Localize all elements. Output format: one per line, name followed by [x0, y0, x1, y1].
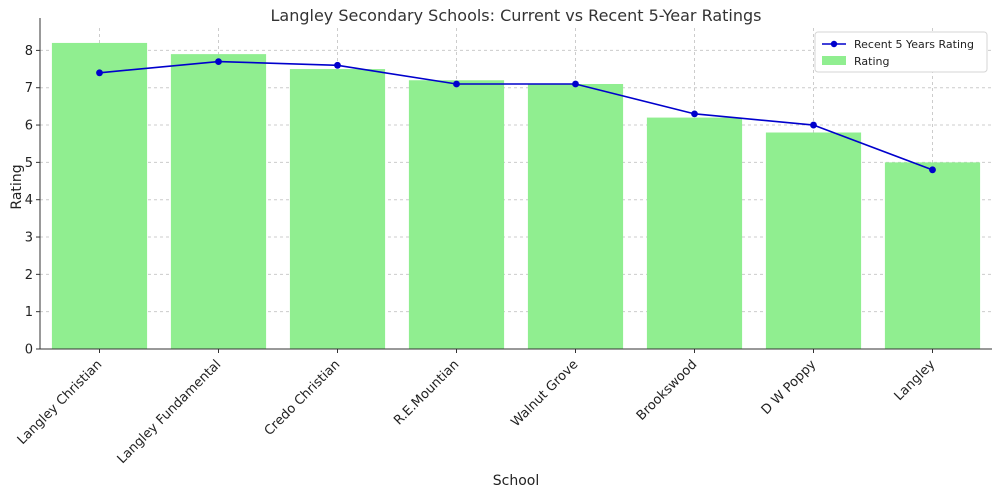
y-tick-label: 5: [25, 156, 33, 171]
legend-bar-swatch: [822, 56, 846, 65]
x-tick-label: Langley: [892, 357, 939, 404]
x-tick-label: Langley Christian: [15, 357, 106, 448]
x-tick-label: R.E.Mountian: [391, 357, 462, 428]
bar-rating: [765, 132, 862, 349]
x-axis-label: School: [493, 473, 539, 489]
point-recent-5-years: [810, 121, 817, 129]
y-tick-label: 4: [25, 193, 33, 208]
bar-rating: [527, 83, 624, 349]
line-layer: [96, 58, 936, 174]
point-recent-5-years: [96, 69, 103, 77]
bar-rating: [884, 162, 981, 349]
bar-rating: [408, 80, 505, 350]
x-tick-label: D W Poppy: [759, 357, 820, 418]
point-recent-5-years: [572, 80, 579, 88]
bar-rating: [646, 117, 743, 350]
y-tick-label: 1: [25, 305, 33, 320]
y-tick-label: 2: [25, 268, 33, 283]
y-tick-label: 8: [25, 44, 33, 59]
x-tick-label: Brookswood: [634, 357, 700, 423]
bar-rating: [289, 69, 386, 349]
y-tick-label: 0: [25, 343, 33, 358]
y-tick-label: 3: [25, 231, 33, 246]
point-recent-5-years: [215, 58, 222, 65]
x-tick-label: Credo Christian: [262, 357, 344, 439]
point-recent-5-years: [691, 110, 698, 118]
point-recent-5-years: [453, 80, 460, 88]
legend-label-line: Recent 5 Years Rating: [854, 38, 974, 51]
x-tick-label: Langley Fundamental: [115, 357, 225, 467]
x-tick-label: Walnut Grove: [508, 357, 581, 430]
point-recent-5-years: [929, 166, 936, 174]
legend-line-marker: [830, 40, 838, 48]
point-recent-5-years: [334, 61, 341, 69]
legend-label-bar: Rating: [854, 55, 889, 68]
y-tick-label: 7: [25, 81, 33, 96]
line-recent-5-years: [99, 60, 933, 171]
y-axis-label: Rating: [9, 164, 25, 209]
legend: Recent 5 Years Rating Rating: [814, 31, 988, 73]
bar-rating: [51, 42, 148, 349]
bar-rating: [170, 54, 267, 350]
chart-title: Langley Secondary Schools: Current vs Re…: [271, 6, 762, 25]
bar-layer: [51, 42, 981, 350]
y-tick-label: 6: [25, 119, 33, 134]
legend-frame: [814, 31, 988, 73]
